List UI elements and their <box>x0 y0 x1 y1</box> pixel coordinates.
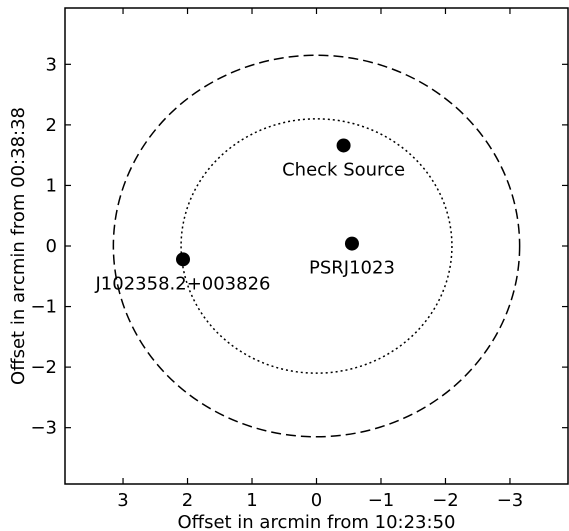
source-marker <box>336 138 351 153</box>
y-tick-label: −1 <box>30 297 57 318</box>
y-tick-label: 0 <box>46 236 57 257</box>
x-tick-label: 2 <box>182 490 193 511</box>
x-tick-label: −2 <box>432 490 459 511</box>
x-tick-label: 0 <box>311 490 322 511</box>
x-tick-label: −3 <box>497 490 524 511</box>
y-tick-label: 2 <box>46 115 57 136</box>
reference-circles <box>112 54 521 438</box>
plot-frame <box>64 7 569 485</box>
source-label: J102358.2+003826 <box>95 273 271 294</box>
outer-dashed-circle <box>112 54 521 438</box>
source-marker <box>344 236 359 251</box>
y-tick-label: 3 <box>46 54 57 75</box>
source-marker <box>176 252 191 267</box>
source-points: Check Source PSRJ1023 J102358.2+003826 <box>95 138 405 294</box>
y-tick-label: −2 <box>30 357 57 378</box>
x-tick-label: 1 <box>246 490 257 511</box>
source-label: PSRJ1023 <box>309 258 395 279</box>
axis-ticks: 3 2 1 0 −1 −2 −3 3 2 1 0 −1 −2 −3 <box>30 8 568 511</box>
y-tick-label: 1 <box>46 175 57 196</box>
y-tick-label: −3 <box>30 418 57 439</box>
x-axis-title: Offset in arcmin from 10:23:50 <box>178 512 456 531</box>
source-label: Check Source <box>282 159 405 180</box>
x-tick-label: 3 <box>117 490 128 511</box>
x-tick-label: −1 <box>368 490 395 511</box>
y-axis-title: Offset in arcmin from 00:38:38 <box>8 107 29 385</box>
inner-dotted-circle <box>180 118 453 374</box>
